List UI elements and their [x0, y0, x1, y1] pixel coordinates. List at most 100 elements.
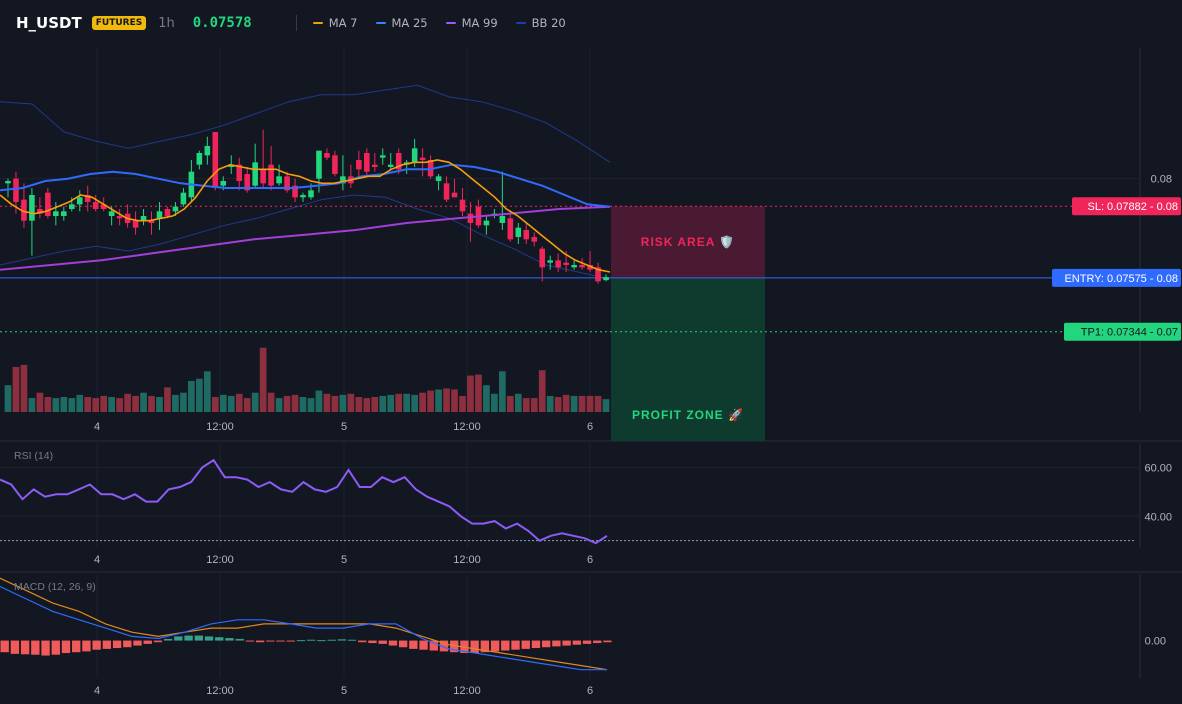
candle-body — [53, 211, 59, 216]
candle-body — [587, 265, 593, 270]
candle-body — [419, 157, 426, 160]
candle-body — [156, 211, 163, 219]
volume-bar — [530, 398, 538, 412]
macd-histogram-bar — [327, 639, 336, 641]
macd-histogram-bar — [41, 640, 50, 656]
macd-histogram-bar — [439, 640, 449, 652]
macd-histogram-bar — [450, 640, 459, 653]
futures-badge: FUTURES — [91, 16, 147, 30]
x-tick-label: 5 — [341, 685, 347, 697]
macd-histogram-bar — [358, 640, 367, 643]
volume-bar — [68, 398, 76, 412]
macd-histogram-bar — [112, 640, 122, 649]
volume-bar — [459, 395, 466, 412]
volume-bar — [554, 397, 562, 412]
bb-lower-band — [0, 194, 611, 280]
legend-ma99[interactable]: MA 99 — [445, 16, 498, 30]
volume-bar — [371, 397, 379, 412]
candle-body — [324, 153, 330, 158]
macd-histogram-bar — [490, 640, 500, 652]
macd-histogram-bar — [572, 640, 582, 645]
stop-loss-tag: SL: 0.07882 - 0.08 — [1087, 201, 1178, 213]
candle-body — [308, 190, 314, 198]
macd-histogram-bar — [82, 640, 91, 652]
volume-bar — [570, 395, 578, 412]
macd-histogram-bar — [72, 640, 81, 653]
x-tick-label: 12:00 — [206, 554, 234, 566]
volume-bar — [475, 374, 482, 412]
x-tick-label: 12:00 — [453, 685, 481, 697]
volume-bar — [12, 367, 20, 412]
macd-histogram-bar — [123, 640, 132, 648]
risk-zone — [611, 206, 765, 278]
y-tick-label: 60.00 — [1144, 462, 1172, 474]
candle-body — [579, 265, 585, 268]
legend-ma7[interactable]: MA 7 — [312, 16, 358, 30]
volume-bar — [84, 397, 92, 412]
bb-upper-band — [0, 84, 611, 163]
candle-body — [531, 237, 538, 242]
candle-body — [180, 192, 187, 205]
macd-histogram-bar — [521, 640, 530, 649]
macd-histogram-bar — [143, 640, 152, 644]
volume-bar — [491, 393, 498, 412]
rsi-title: RSI (14) — [14, 450, 53, 462]
volume-bar — [92, 398, 100, 412]
legend-label-ma7: MA 7 — [328, 16, 358, 30]
y-tick-label: 0.00 — [1145, 636, 1166, 648]
entry-tag: ENTRY: 0.07575 - 0.08 — [1064, 273, 1178, 285]
candle-body — [100, 204, 107, 209]
volume-bar — [259, 347, 267, 412]
candle-body — [84, 195, 91, 202]
legend-swatch-ma7 — [312, 22, 323, 24]
volume-bar — [339, 394, 347, 412]
volume-bar — [267, 392, 275, 412]
macd-histogram-bar — [10, 640, 20, 654]
legend-bb20[interactable]: BB 20 — [515, 16, 566, 30]
legend-label-ma99: MA 99 — [461, 16, 498, 30]
macd-histogram-bar — [235, 638, 244, 641]
macd-histogram-bar — [562, 640, 571, 646]
candle-body — [212, 132, 219, 188]
candle-body — [252, 162, 258, 186]
volume-bar — [76, 394, 84, 412]
volume-bar — [124, 393, 131, 412]
header-divider — [295, 15, 297, 31]
macd-histogram-bar — [225, 638, 234, 641]
timeframe-label[interactable]: 1h — [158, 15, 175, 31]
profit-zone — [611, 277, 765, 441]
volume-bar — [403, 393, 411, 412]
candle-body — [451, 192, 458, 198]
macd-histogram-bar — [531, 640, 541, 649]
macd-histogram-bar — [582, 640, 592, 644]
symbol-name[interactable]: H_USDT — [16, 14, 82, 32]
volume-bar — [578, 395, 586, 412]
legend-swatch-ma99 — [445, 22, 456, 24]
macd-histogram-bar — [511, 640, 520, 650]
macd-histogram-bar — [541, 640, 551, 648]
legend-swatch-ma25 — [375, 22, 386, 24]
volume-bar — [188, 380, 195, 412]
volume-bar — [164, 387, 171, 412]
x-tick-label: 5 — [341, 554, 347, 566]
candle-body — [387, 164, 394, 167]
candle-body — [411, 148, 418, 163]
legend-swatch-bb20 — [515, 22, 526, 24]
candle-body — [499, 216, 506, 223]
volume-bar — [331, 395, 339, 412]
last-price: 0.07578 — [192, 15, 252, 31]
candle-body — [467, 213, 474, 223]
x-tick-label: 4 — [94, 554, 100, 566]
take-profit-tag: TP1: 0.07344 - 0.07 — [1081, 327, 1178, 339]
entry-tag-bg — [1052, 268, 1181, 287]
candle-body — [164, 209, 171, 216]
macd-histogram-bar — [409, 640, 418, 649]
y-tick-label: 0.08 — [1151, 174, 1172, 186]
macd-histogram-bar — [501, 640, 510, 651]
candle-body — [300, 195, 306, 198]
legend-ma25[interactable]: MA 25 — [375, 16, 428, 30]
volume-bar — [180, 392, 187, 412]
volume-bar — [172, 394, 179, 412]
macd-histogram-bar — [419, 640, 428, 650]
